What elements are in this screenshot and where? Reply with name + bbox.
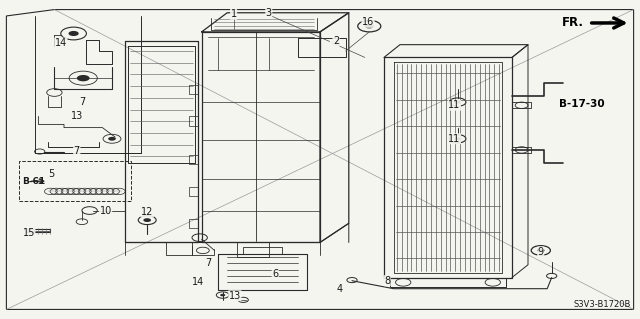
Text: 6: 6 [272,269,278,279]
Text: 9: 9 [538,247,544,257]
Circle shape [454,137,461,140]
Circle shape [68,31,79,36]
Text: S3V3-B1720B: S3V3-B1720B [573,300,630,309]
Circle shape [77,75,90,81]
Circle shape [143,218,151,222]
Text: 14: 14 [192,277,205,287]
Circle shape [454,100,461,104]
Text: 16: 16 [362,17,374,27]
Text: 12: 12 [141,207,154,217]
Circle shape [108,137,116,141]
Text: 7: 7 [205,258,211,268]
Text: 5: 5 [48,169,54,179]
Text: B-61: B-61 [22,177,45,186]
Text: 15: 15 [22,228,35,238]
Text: 7: 7 [74,145,80,156]
Text: FR.: FR. [562,17,584,29]
Text: 10: 10 [99,205,112,216]
Text: 4: 4 [336,284,342,294]
Text: 7: 7 [79,97,85,107]
Text: 11: 11 [448,134,461,144]
Circle shape [537,249,545,252]
Text: 11: 11 [448,100,461,110]
Text: 8: 8 [384,276,390,286]
Text: 1: 1 [230,9,237,19]
Text: 14: 14 [54,38,67,48]
Circle shape [365,24,374,28]
Text: B-17-30: B-17-30 [559,99,605,109]
Circle shape [220,294,225,296]
Text: 13: 13 [70,111,83,122]
Text: 3: 3 [266,8,272,18]
Text: 2: 2 [333,36,339,47]
Text: 13: 13 [228,291,241,301]
